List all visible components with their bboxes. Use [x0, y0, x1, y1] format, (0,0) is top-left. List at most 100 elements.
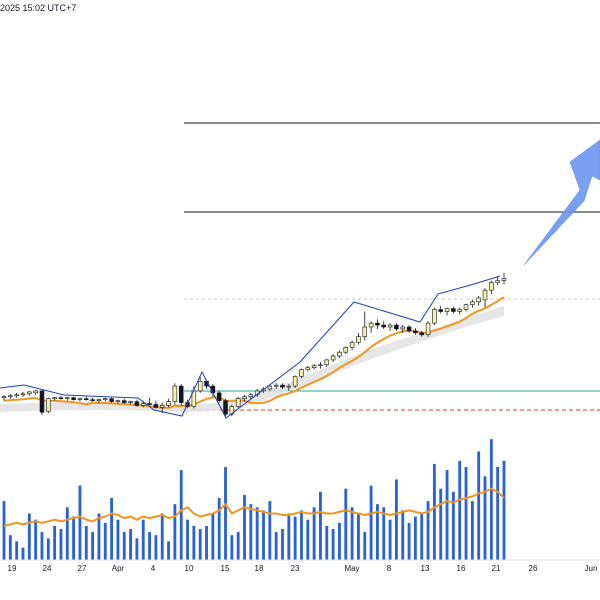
- volume-bar: [78, 485, 82, 560]
- candle-body: [299, 369, 304, 377]
- candle: [71, 396, 76, 401]
- candle: [457, 307, 462, 315]
- volume-bar: [122, 532, 126, 560]
- volume-bar: [375, 504, 379, 560]
- candle: [476, 296, 481, 306]
- candle-body: [65, 397, 70, 400]
- candle: [52, 396, 57, 401]
- volume-bar: [369, 485, 373, 560]
- candle: [451, 306, 456, 314]
- candle-body: [1, 396, 7, 399]
- candle-body: [406, 326, 412, 332]
- candle-body: [147, 403, 152, 405]
- candle: [413, 327, 418, 335]
- candle: [495, 276, 500, 286]
- volume-bar: [27, 513, 31, 560]
- volume-bar: [268, 501, 272, 560]
- candle: [305, 365, 311, 372]
- candle: [121, 398, 127, 404]
- x-axis-label: Apr: [112, 564, 125, 573]
- candle-body: [109, 398, 114, 402]
- volume-bar: [363, 532, 367, 560]
- zigzag-pattern[interactable]: [0, 275, 501, 419]
- volume-bar: [249, 504, 253, 560]
- candle-body: [432, 309, 437, 324]
- x-axis-label: 19: [8, 564, 17, 573]
- candle-body: [140, 403, 146, 406]
- volume-bar: [331, 529, 335, 560]
- volume-bar: [53, 525, 57, 560]
- candle-body: [115, 400, 121, 402]
- volume-bar: [148, 532, 151, 560]
- candle-body: [172, 385, 178, 402]
- candle-body: [128, 401, 133, 403]
- candle-body: [349, 342, 355, 348]
- candle-body: [273, 384, 279, 387]
- candle-body: [305, 367, 311, 370]
- candle: [406, 325, 412, 333]
- candle: [90, 397, 95, 402]
- candle: [128, 400, 133, 405]
- volume-bar: [230, 535, 234, 560]
- candle: [387, 323, 393, 331]
- candle: [368, 321, 374, 333]
- candle-body: [324, 359, 330, 366]
- candle: [242, 394, 247, 402]
- horizontal-lines: [184, 122, 600, 411]
- candle: [8, 393, 13, 399]
- candle-body: [58, 397, 64, 400]
- candle-body: [343, 347, 349, 353]
- candle: [463, 303, 469, 312]
- volume-bar: [116, 519, 120, 560]
- candle-body: [368, 322, 374, 328]
- projection-arrow[interactable]: [523, 139, 600, 266]
- candle-body: [267, 385, 273, 390]
- x-axis-label: 16: [457, 564, 466, 573]
- candle-body: [419, 332, 424, 336]
- candle: [343, 346, 349, 355]
- candle-body: [444, 308, 450, 312]
- candle-body: [96, 399, 102, 401]
- candle: [20, 391, 26, 397]
- volume-bar: [179, 470, 183, 560]
- volume-average-line: [3, 487, 505, 527]
- candle-body: [223, 400, 228, 415]
- candle: [286, 384, 292, 391]
- candle-body: [14, 394, 19, 397]
- candle: [172, 383, 178, 405]
- candle-body: [381, 324, 387, 328]
- candle-body: [387, 324, 393, 328]
- candle-body: [356, 336, 361, 343]
- candle: [134, 399, 140, 407]
- volume-bar: [243, 494, 246, 560]
- candle-body: [451, 308, 456, 312]
- volume-bar: [382, 507, 386, 560]
- candle-body: [8, 395, 13, 398]
- candle-body: [153, 404, 159, 408]
- candle-body: [501, 278, 507, 281]
- volume-bar: [262, 510, 265, 560]
- candle: [311, 363, 317, 370]
- volume-bar: [502, 460, 506, 560]
- candle-body: [84, 398, 89, 400]
- volume-bar: [103, 522, 107, 560]
- candle: [223, 398, 228, 418]
- candle: [419, 330, 424, 337]
- candle: [489, 280, 494, 295]
- candle: [84, 396, 89, 401]
- candle: [400, 325, 405, 333]
- candle-body: [33, 390, 38, 394]
- candle: [216, 390, 222, 403]
- candle: [299, 368, 304, 379]
- candle: [96, 398, 102, 403]
- volume-bar: [325, 525, 329, 560]
- candle-body: [235, 398, 241, 407]
- candle: [1, 394, 7, 401]
- volume-bar: [186, 519, 189, 560]
- volume-bar: [129, 529, 133, 560]
- candle: [501, 272, 507, 285]
- volume-bar: [496, 467, 500, 560]
- candle-body: [77, 398, 83, 400]
- candle: [178, 384, 184, 406]
